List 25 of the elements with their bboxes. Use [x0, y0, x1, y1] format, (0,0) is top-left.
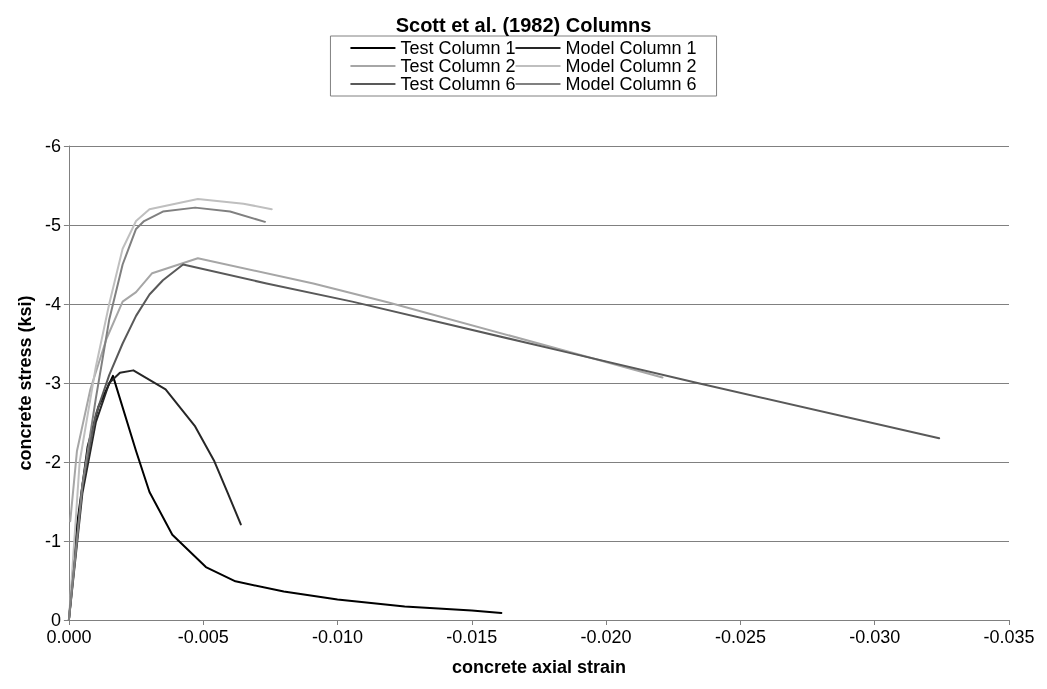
x-tick-label: -0.025	[714, 627, 766, 647]
x-tick-label: -0.035	[983, 627, 1035, 647]
y-tick-label: -1	[44, 531, 61, 551]
x-tick-label: -0.005	[177, 627, 229, 647]
line-series	[69, 257, 664, 523]
y-tick-label: -2	[44, 452, 61, 472]
y-axis-title: concrete stress (ksi)	[15, 295, 35, 471]
x-tick-label: 0.000	[46, 627, 92, 647]
legend-label: Test Column 6	[400, 74, 516, 94]
legend-label: Model Column 1	[565, 38, 697, 58]
legend-label: Test Column 2	[400, 56, 516, 76]
x-tick-label: -0.015	[446, 627, 498, 647]
y-tick-label: -5	[44, 215, 61, 235]
y-tick-label: -6	[44, 136, 61, 156]
x-tick-label: -0.030	[849, 627, 901, 647]
legend-label: Test Column 1	[400, 38, 516, 58]
y-tick-label: 0	[50, 610, 61, 630]
legend-label: Model Column 6	[565, 74, 697, 94]
y-tick-label: -3	[44, 373, 61, 393]
x-axis-title: concrete axial strain	[451, 657, 626, 677]
y-tick-label: -4	[44, 294, 61, 314]
legend-label: Model Column 2	[565, 56, 697, 76]
x-tick-label: -0.010	[311, 627, 364, 647]
x-tick-label: -0.020	[580, 627, 632, 647]
chart-title: Scott et al. (1982) Columns	[395, 14, 652, 36]
